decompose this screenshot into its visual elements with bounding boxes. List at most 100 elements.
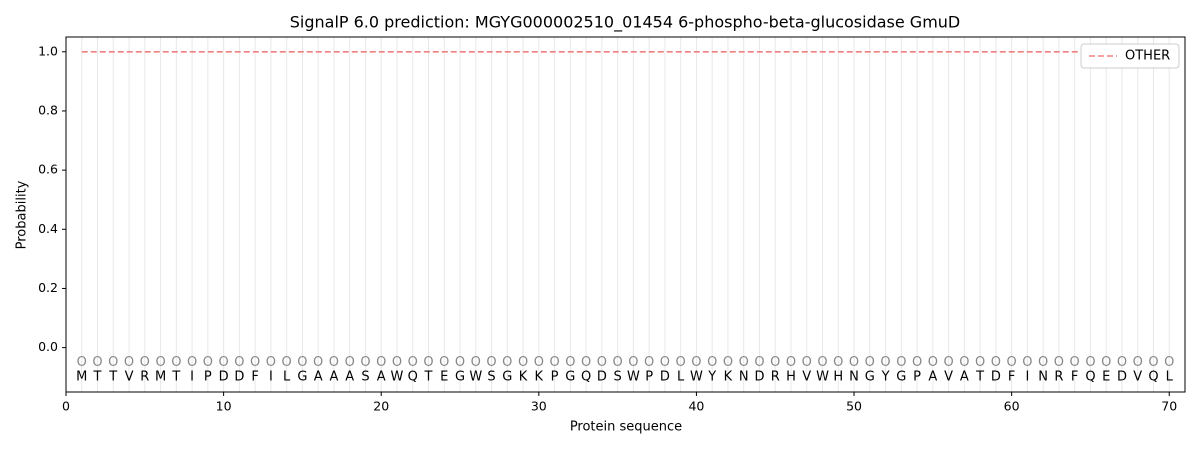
- predicted-label: O: [975, 355, 985, 370]
- residue: H: [786, 370, 796, 385]
- residue: S: [613, 370, 621, 385]
- residue: Q: [581, 370, 591, 385]
- predicted-label: O: [1117, 355, 1127, 370]
- x-tick-label: 30: [531, 399, 547, 414]
- residue: V: [802, 370, 811, 385]
- predicted-label: O: [849, 355, 859, 370]
- legend-label: OTHER: [1125, 49, 1170, 64]
- residue: T: [975, 370, 984, 385]
- residue: S: [361, 370, 369, 385]
- predicted-label: O: [1054, 355, 1064, 370]
- predicted-label: O: [423, 355, 433, 370]
- predicted-label: O: [613, 355, 623, 370]
- axes-frame: [65, 36, 1186, 393]
- y-tick-label: 1.0: [38, 43, 58, 58]
- predicted-label: O: [282, 355, 292, 370]
- residue: D: [991, 370, 1001, 385]
- predicted-label: O: [486, 355, 496, 370]
- residue: M: [76, 370, 87, 385]
- x-axis-label: Protein sequence: [570, 420, 682, 435]
- predicted-label: O: [896, 355, 906, 370]
- residue: A: [960, 370, 969, 385]
- x-tick-label: 50: [846, 399, 862, 414]
- residue: G: [565, 370, 575, 385]
- residue: W: [469, 370, 482, 385]
- predicted-label: O: [660, 355, 670, 370]
- predicted-label: O: [959, 355, 969, 370]
- predicted-label: O: [518, 355, 528, 370]
- residue: V: [125, 370, 134, 385]
- chart-title: SignalP 6.0 prediction: MGYG000002510_01…: [290, 13, 961, 33]
- x-tick-label: 70: [1161, 399, 1177, 414]
- residue: W: [690, 370, 703, 385]
- residue: G: [297, 370, 307, 385]
- predicted-label: O: [345, 355, 355, 370]
- residue: P: [645, 370, 653, 385]
- residue: H: [833, 370, 843, 385]
- y-tick-label: 0.8: [38, 102, 58, 117]
- residue: W: [391, 370, 404, 385]
- predicted-label: O: [313, 355, 323, 370]
- predicted-label: O: [266, 355, 276, 370]
- residue: G: [865, 370, 875, 385]
- predicted-label: O: [77, 355, 87, 370]
- predicted-label: O: [1007, 355, 1017, 370]
- y-axis-label: Probability: [15, 180, 30, 249]
- x-tick-label: 40: [688, 399, 704, 414]
- residue: G: [896, 370, 906, 385]
- residue: G: [502, 370, 512, 385]
- residue: A: [329, 370, 338, 385]
- predicted-label: O: [455, 355, 465, 370]
- residue: W: [627, 370, 640, 385]
- predicted-label: O: [1085, 355, 1095, 370]
- residue: D: [1117, 370, 1127, 385]
- residue: M: [155, 370, 166, 385]
- predicted-label: O: [565, 355, 575, 370]
- residue: N: [849, 370, 859, 385]
- predicted-label: O: [1038, 355, 1048, 370]
- residue: R: [140, 370, 149, 385]
- predicted-label: O: [218, 355, 228, 370]
- predicted-label: O: [502, 355, 512, 370]
- residue: D: [660, 370, 670, 385]
- y-tick-label: 0.2: [38, 280, 58, 295]
- predicted-label: O: [1070, 355, 1080, 370]
- predicted-label: O: [707, 355, 717, 370]
- residue: I: [190, 370, 194, 385]
- residue: V: [944, 370, 953, 385]
- x-tick-label: 0: [62, 399, 70, 414]
- predicted-label: O: [108, 355, 118, 370]
- residue: A: [928, 370, 937, 385]
- residue: E: [1102, 370, 1110, 385]
- residue: V: [1133, 370, 1142, 385]
- predicted-label: O: [534, 355, 544, 370]
- predicted-label: O: [912, 355, 922, 370]
- predicted-label: O: [1164, 355, 1174, 370]
- predicted-label: O: [376, 355, 386, 370]
- predicted-label: O: [234, 355, 244, 370]
- residue: T: [108, 370, 117, 385]
- predicted-label: O: [628, 355, 638, 370]
- predicted-label: O: [754, 355, 764, 370]
- predicted-label: O: [140, 355, 150, 370]
- predicted-label: O: [392, 355, 402, 370]
- predicted-label: O: [297, 355, 307, 370]
- predicted-label: O: [802, 355, 812, 370]
- predicted-label: O: [817, 355, 827, 370]
- predicted-label: O: [770, 355, 780, 370]
- residue: T: [171, 370, 180, 385]
- residue: Y: [881, 370, 890, 385]
- y-tick-label: 0.0: [38, 339, 58, 354]
- predicted-label: O: [1101, 355, 1111, 370]
- residue: Q: [408, 370, 418, 385]
- residue: D: [219, 370, 229, 385]
- predicted-label: O: [187, 355, 197, 370]
- residue: L: [677, 370, 685, 385]
- predicted-label: O: [250, 355, 260, 370]
- predicted-label: O: [880, 355, 890, 370]
- x-tick-label: 60: [1004, 399, 1020, 414]
- predicted-label: O: [691, 355, 701, 370]
- residue: F: [1008, 370, 1015, 385]
- predicted-label: O: [408, 355, 418, 370]
